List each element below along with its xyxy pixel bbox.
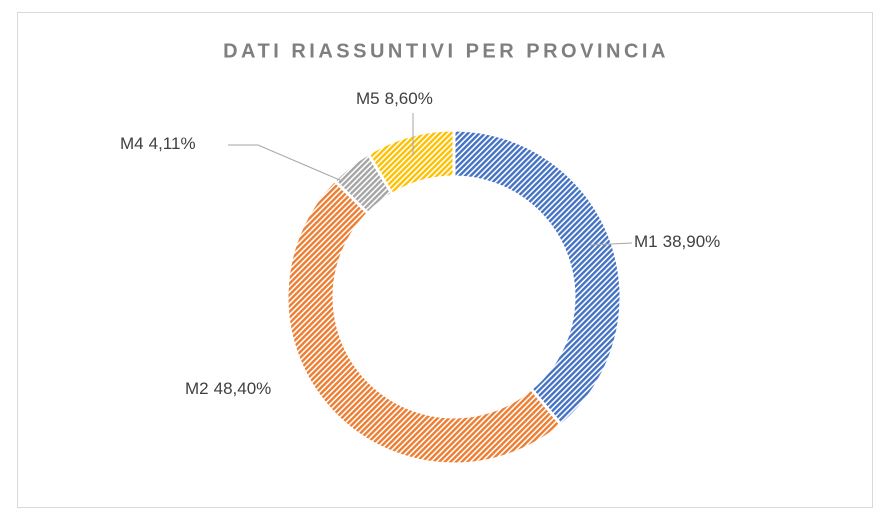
donut-slice <box>285 178 564 466</box>
data-label: M4 4,11% <box>120 134 196 153</box>
category-name: M2 <box>185 379 209 398</box>
value-label: 4,11% <box>149 134 196 153</box>
donut-slice <box>452 128 623 428</box>
leader-line <box>228 144 343 182</box>
donut-slice <box>366 128 456 197</box>
category-name: M1 <box>634 232 658 251</box>
leader-line <box>589 242 633 246</box>
data-label: M2 48,40% <box>185 379 271 398</box>
value-label: 48,40% <box>214 379 272 398</box>
value-label: 38,90% <box>663 232 721 251</box>
data-label: M5 8,60% <box>356 89 433 108</box>
value-label: 8,60% <box>385 89 433 108</box>
data-label: M1 38,90% <box>634 232 720 251</box>
category-name: M5 <box>356 89 380 108</box>
category-name: M4 <box>120 134 144 153</box>
chart-title: DATI RIASSUNTIVI PER PROVINCIA <box>223 40 669 62</box>
